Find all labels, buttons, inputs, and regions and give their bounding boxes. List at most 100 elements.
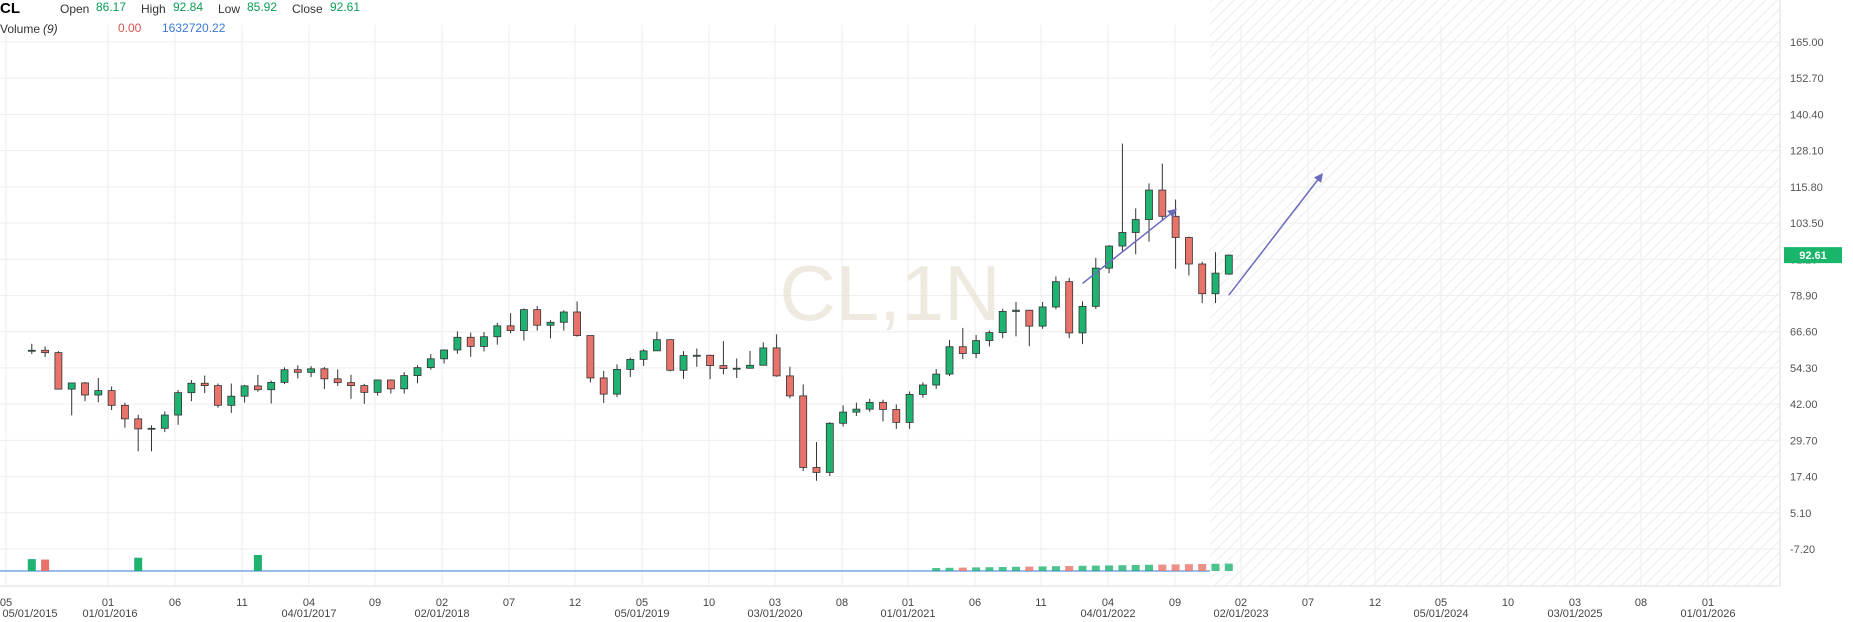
trend-arrow[interactable] bbox=[1082, 208, 1178, 285]
candle-body[interactable] bbox=[599, 377, 608, 395]
candle-body[interactable] bbox=[1198, 263, 1207, 295]
candle-body[interactable] bbox=[799, 395, 808, 468]
candle-body[interactable] bbox=[1158, 189, 1167, 217]
candle-body[interactable] bbox=[839, 411, 847, 424]
candle-body[interactable] bbox=[174, 392, 183, 416]
candle-body[interactable] bbox=[493, 325, 502, 338]
candle-body[interactable] bbox=[293, 369, 302, 373]
candle-body[interactable] bbox=[573, 311, 581, 336]
candle-body[interactable] bbox=[94, 390, 103, 396]
volume-bar bbox=[1105, 565, 1114, 571]
candle-body[interactable] bbox=[679, 355, 688, 371]
y-tick-label: 42.00 bbox=[1790, 399, 1818, 411]
candle-body[interactable] bbox=[386, 379, 395, 390]
candle-body[interactable] bbox=[1118, 232, 1127, 247]
candle-body[interactable] bbox=[347, 382, 355, 386]
candle-body[interactable] bbox=[360, 385, 369, 393]
candle-body[interactable] bbox=[958, 346, 967, 354]
candle-body[interactable] bbox=[865, 401, 874, 410]
candle-body[interactable] bbox=[214, 385, 222, 406]
candle-body[interactable] bbox=[732, 367, 741, 370]
candle-body[interactable] bbox=[134, 418, 143, 430]
candle-body[interactable] bbox=[1065, 281, 1074, 334]
candle-body[interactable] bbox=[1131, 219, 1140, 233]
candle-body[interactable] bbox=[719, 365, 728, 369]
candle-body[interactable] bbox=[812, 467, 821, 473]
candle-body[interactable] bbox=[240, 385, 249, 397]
candle-body[interactable] bbox=[506, 325, 515, 331]
candle-body[interactable] bbox=[972, 340, 980, 354]
candle-body[interactable] bbox=[147, 427, 156, 430]
candle-body[interactable] bbox=[852, 408, 861, 413]
candle-body[interactable] bbox=[41, 349, 49, 354]
candle-body[interactable] bbox=[746, 364, 754, 369]
x-date-label: 02/01/2023 bbox=[1213, 608, 1268, 620]
candle-body[interactable] bbox=[1052, 281, 1060, 308]
candle-body[interactable] bbox=[307, 368, 316, 373]
trend-arrow[interactable] bbox=[1228, 173, 1323, 296]
candle-body[interactable] bbox=[480, 336, 488, 347]
candle-body[interactable] bbox=[333, 378, 342, 384]
candle-body[interactable] bbox=[879, 401, 887, 410]
candle-body[interactable] bbox=[533, 309, 542, 326]
candle-body[interactable] bbox=[280, 369, 289, 383]
candle-body[interactable] bbox=[1091, 267, 1100, 307]
candle-body[interactable] bbox=[586, 335, 595, 379]
candle-body[interactable] bbox=[187, 382, 196, 394]
candle-body[interactable] bbox=[267, 381, 276, 391]
candle-body[interactable] bbox=[905, 394, 914, 423]
candle-body[interactable] bbox=[546, 321, 555, 326]
candle-body[interactable] bbox=[998, 310, 1007, 333]
candle-body[interactable] bbox=[227, 395, 236, 406]
candle-body[interactable] bbox=[1078, 305, 1087, 334]
candle-body[interactable] bbox=[639, 350, 648, 360]
candle-body[interactable] bbox=[81, 382, 89, 396]
candle-body[interactable] bbox=[520, 309, 528, 331]
candle-body[interactable] bbox=[1038, 306, 1047, 327]
candle-body[interactable] bbox=[1025, 309, 1034, 327]
candle-body[interactable] bbox=[54, 352, 63, 390]
candle-body[interactable] bbox=[400, 375, 409, 390]
candle-body[interactable] bbox=[706, 354, 714, 366]
x-tick-label: 06 bbox=[169, 597, 181, 609]
watermark: CL,1N bbox=[779, 249, 1000, 337]
candle-body[interactable] bbox=[772, 347, 781, 377]
candle-body[interactable] bbox=[1224, 254, 1233, 275]
volume-label: Volume bbox=[0, 22, 41, 36]
candle-body[interactable] bbox=[945, 346, 954, 375]
candle-body[interactable] bbox=[1012, 309, 1020, 312]
candle-body[interactable] bbox=[1145, 189, 1153, 220]
candle-body[interactable] bbox=[107, 390, 116, 406]
candle-body[interactable] bbox=[1171, 215, 1180, 238]
candle-body[interactable] bbox=[27, 349, 36, 352]
candle-body[interactable] bbox=[786, 375, 794, 397]
candle-body[interactable] bbox=[373, 379, 382, 393]
candle-body[interactable] bbox=[1211, 272, 1220, 295]
candle-body[interactable] bbox=[320, 368, 329, 380]
candle-body[interactable] bbox=[666, 339, 675, 371]
candle-body[interactable] bbox=[1105, 245, 1113, 269]
candle-body[interactable] bbox=[825, 422, 834, 473]
candle-body[interactable] bbox=[453, 336, 462, 351]
candle-body[interactable] bbox=[426, 358, 435, 369]
candle-body[interactable] bbox=[653, 339, 661, 352]
candle-body[interactable] bbox=[253, 385, 262, 391]
candle-body[interactable] bbox=[613, 369, 621, 395]
candle-body[interactable] bbox=[892, 409, 901, 423]
candle-body[interactable] bbox=[440, 349, 449, 360]
candle-body[interactable] bbox=[626, 358, 635, 370]
candle-body[interactable] bbox=[919, 384, 927, 395]
candle-body[interactable] bbox=[985, 332, 994, 341]
candle-body[interactable] bbox=[1185, 237, 1193, 265]
candle-body[interactable] bbox=[121, 404, 129, 420]
candle-body[interactable] bbox=[692, 354, 701, 357]
candle-body[interactable] bbox=[200, 382, 209, 386]
candle-body[interactable] bbox=[413, 367, 422, 376]
candle-body[interactable] bbox=[466, 336, 475, 347]
candle-body[interactable] bbox=[160, 414, 169, 429]
candle-body[interactable] bbox=[932, 373, 941, 386]
candle-body[interactable] bbox=[67, 382, 76, 390]
candle-body[interactable] bbox=[759, 347, 768, 366]
candle-body[interactable] bbox=[559, 311, 568, 323]
